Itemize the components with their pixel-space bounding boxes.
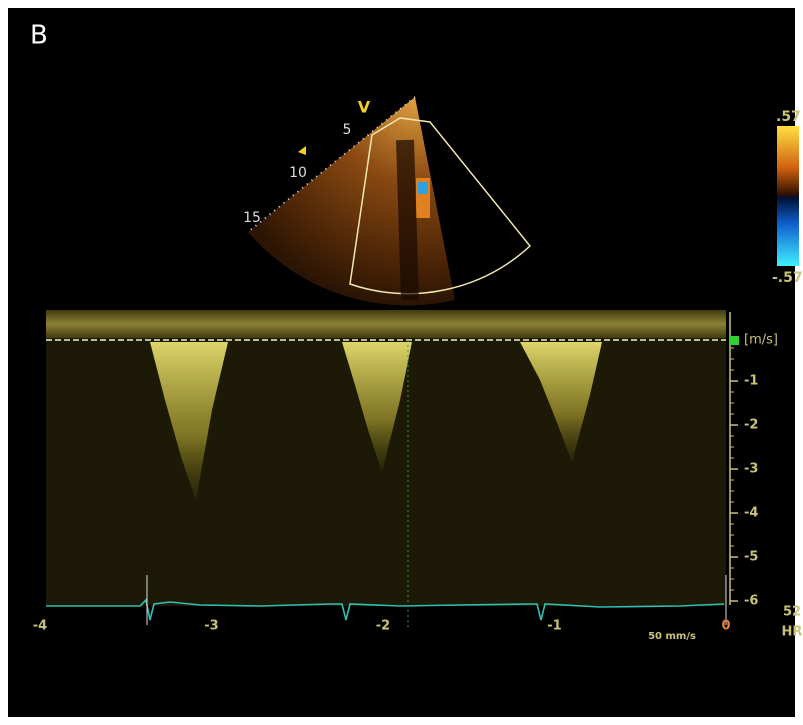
doppler-top-band [46,310,726,338]
color-scale-max: .57 [776,109,801,125]
heart-rate-label: HR [782,625,803,640]
depth-label: 10 [289,165,307,181]
time-tick-label: -1 [547,619,561,634]
depth-label: 5 [343,122,352,138]
chamber [405,140,410,300]
page: {"panel_label": "B", "sector": {"marker"… [0,0,803,725]
velocity-tick-label: -4 [744,506,758,521]
panel-label: B [30,21,48,51]
color-bar [777,126,799,266]
time-tick-label: -2 [376,619,390,634]
color-scale-min: -.57 [772,270,803,286]
time-tick-label: -3 [204,619,218,634]
velocity-unit: [m/s] [744,333,778,348]
velocity-tick-label: -6 [744,594,758,609]
velocity-tick-label: -5 [744,550,758,565]
time-tick-label: -4 [33,619,47,634]
heart-rate-value: 52 [783,605,801,620]
color-flow [418,182,428,194]
velocity-tick-label: -1 [744,374,758,389]
depth-label: 15 [243,210,261,226]
time-tick-label: 0 [721,619,730,634]
baseline-marker [730,336,739,345]
sweep-speed: 50 mm/s [648,631,696,642]
sector-marker: V [358,98,371,117]
velocity-tick-label: -3 [744,462,758,477]
ultrasound-figure: B V 5 10 15 .57 -.57 [m/s] -1-2-3-4-5-6 … [0,0,803,725]
velocity-tick-label: -2 [744,418,758,433]
